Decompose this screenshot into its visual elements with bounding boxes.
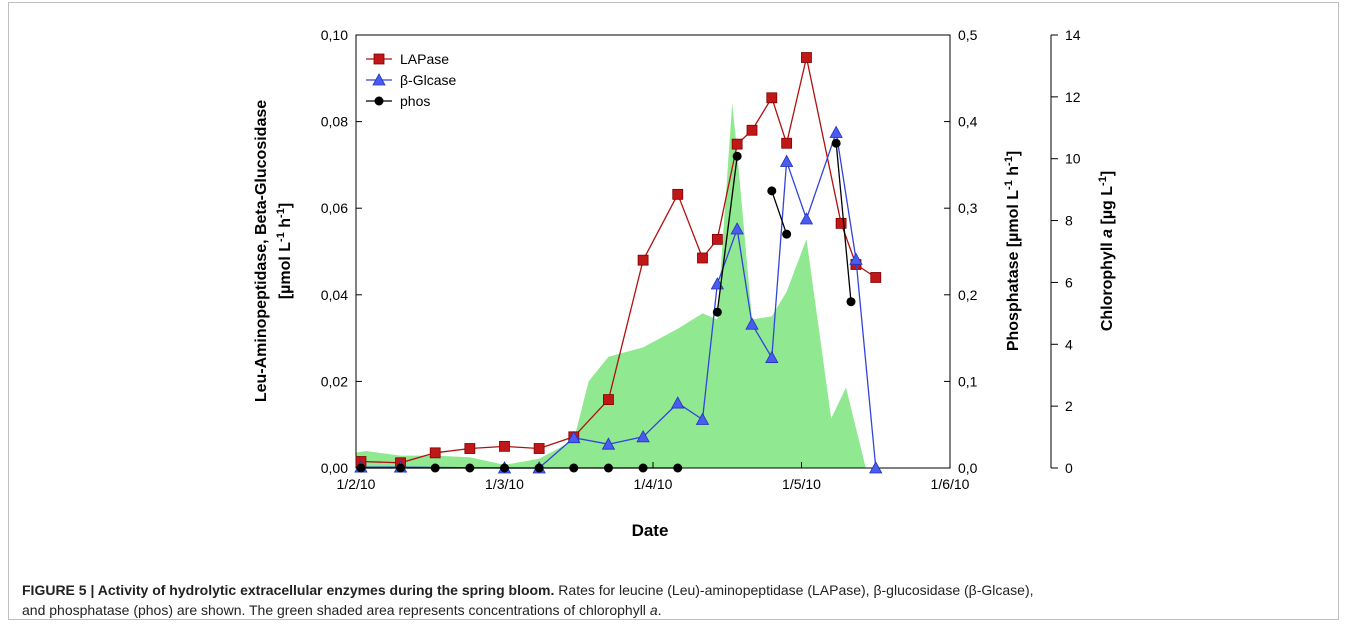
- lapase-point: [766, 92, 778, 104]
- phos-point: [846, 297, 856, 307]
- lapase-point: [746, 124, 758, 136]
- lapase-point: [603, 394, 614, 405]
- left-tick-label: 0,02: [321, 373, 348, 389]
- lapase-line: [360, 57, 877, 464]
- x-tick-label: 1/3/10: [485, 476, 524, 492]
- legend-glcase-marker: [372, 73, 386, 86]
- phos-point: [603, 463, 613, 473]
- glcase-point: [765, 350, 779, 363]
- phos-point: [831, 138, 841, 148]
- figure-frame: [8, 2, 1339, 620]
- x-tick-label: 1/2/10: [337, 476, 376, 492]
- phos-point: [465, 463, 475, 473]
- caption-text-1: Rates for leucine (Leu)-aminopeptidase (…: [554, 582, 1034, 598]
- chl-tick-label: 14: [1065, 27, 1081, 43]
- legend-lapase-label: LAPase: [400, 51, 449, 67]
- lapase-point: [429, 447, 441, 459]
- lapase-point: [835, 217, 847, 229]
- legend: LAPase β-Glcase phos: [366, 51, 457, 109]
- chl-tick-label: 12: [1065, 89, 1081, 105]
- caption-text-2a: and phosphatase (phos) are shown. The gr…: [22, 602, 650, 618]
- phos-point: [712, 307, 722, 317]
- lapase-point: [499, 440, 510, 452]
- phos-point: [673, 463, 683, 473]
- legend-phos-label: phos: [400, 93, 430, 109]
- caption-text-2b: a: [649, 602, 658, 618]
- phos-line: [771, 190, 788, 235]
- glcase-point: [567, 430, 581, 444]
- lapase-point: [697, 252, 708, 264]
- glcase-point: [671, 396, 685, 409]
- glcase-point: [730, 222, 744, 235]
- left-tick-label: 0,04: [321, 287, 348, 303]
- lapase-point: [711, 233, 723, 245]
- legend-glcase-label: β-Glcase: [400, 72, 457, 88]
- chl-tick-label: 10: [1065, 151, 1081, 167]
- phos-point: [430, 463, 440, 473]
- glcase-point: [745, 317, 759, 330]
- right-axis-label-phos: Phosphatase [µmol L-1 h-1]: [1003, 151, 1022, 351]
- left-axis-label-line1: Leu-Aminopeptidase, Beta-Glucosidase: [253, 100, 270, 402]
- phos-point: [396, 463, 406, 473]
- phos-tick-label: 0,4: [958, 114, 978, 130]
- phos-line: [716, 156, 738, 313]
- chl-tick-label: 2: [1065, 398, 1073, 414]
- left-axis-label-line2: [µmol L-1 h-1]: [275, 203, 294, 299]
- chl-tick-label: 6: [1065, 274, 1073, 290]
- lapase-point: [781, 137, 793, 149]
- phos-tick-label: 0,2: [958, 287, 978, 303]
- left-tick-label: 0,10: [321, 27, 348, 43]
- phos-point: [500, 463, 509, 473]
- glcase-point: [695, 412, 710, 425]
- glcase-point: [779, 154, 794, 167]
- glcase-point: [636, 429, 650, 443]
- caption-label: FIGURE 5 | Activity of hydrolytic extrac…: [22, 582, 555, 598]
- x-tick-label: 1/4/10: [634, 476, 673, 492]
- lapase-point: [801, 52, 812, 63]
- phos-point: [767, 186, 777, 196]
- phos-point: [638, 463, 648, 473]
- glcase-point: [799, 212, 814, 225]
- phos-point: [732, 151, 742, 161]
- x-tick-label: 1/6/10: [931, 476, 970, 492]
- left-tick-label: 0,08: [321, 114, 348, 130]
- phos-point: [782, 229, 792, 239]
- phos-tick-label: 0,5: [958, 27, 978, 43]
- x-tick-label: 1/5/10: [782, 476, 821, 492]
- lapase-point: [731, 138, 743, 150]
- glcase-point: [869, 461, 883, 474]
- caption-text-2c: .: [657, 602, 662, 618]
- series-layer: [354, 52, 883, 474]
- phos-point: [534, 463, 544, 473]
- glcase-point: [829, 125, 843, 138]
- glcase-point: [601, 437, 616, 450]
- glcase-point: [849, 252, 863, 265]
- lapase-point: [533, 443, 545, 454]
- chl-tick-label: 4: [1065, 336, 1073, 352]
- left-tick-label: 0,00: [321, 460, 348, 476]
- lapase-point: [464, 443, 476, 454]
- right-axis-label-chl: Chlorophyll a [µg L-1]: [1097, 171, 1116, 331]
- chl-tick-label: 0: [1065, 460, 1073, 476]
- left-tick-label: 0,06: [321, 200, 348, 216]
- lapase-point: [672, 188, 684, 200]
- chlorophyll-area: [356, 103, 866, 468]
- lapase-point: [637, 254, 649, 266]
- legend-phos-marker: [374, 96, 384, 106]
- chlorophyll-area-layer: [356, 103, 866, 468]
- phos-tick-label: 0,1: [958, 373, 978, 389]
- phos-point: [356, 463, 366, 473]
- chl-tick-label: 8: [1065, 213, 1073, 229]
- x-axis-label: Date: [632, 521, 669, 540]
- phos-tick-label: 0,3: [958, 200, 978, 216]
- ticks-layer: 0,00 0,02 0,04 0,06 0,08 0,10 0,0 0,1 0,2 0,3 0,4 0…: [321, 27, 1081, 492]
- phos-tick-label: 0,0: [958, 460, 978, 476]
- figure-caption: FIGURE 5 | Activity of hydrolytic extrac…: [22, 580, 1322, 620]
- legend-lapase-marker: [373, 53, 385, 65]
- phos-line: [835, 143, 852, 302]
- lapase-point: [870, 272, 882, 283]
- phos-point: [569, 463, 579, 473]
- chart-svg: 0,00 0,02 0,04 0,06 0,08 0,10 0,0 0,1 0,2 0,3 0,4 0…: [253, 27, 1116, 540]
